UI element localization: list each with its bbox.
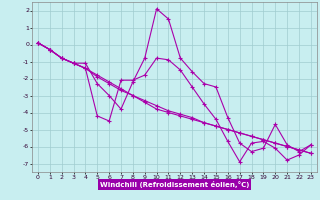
X-axis label: Windchill (Refroidissement éolien,°C): Windchill (Refroidissement éolien,°C) <box>100 181 249 188</box>
